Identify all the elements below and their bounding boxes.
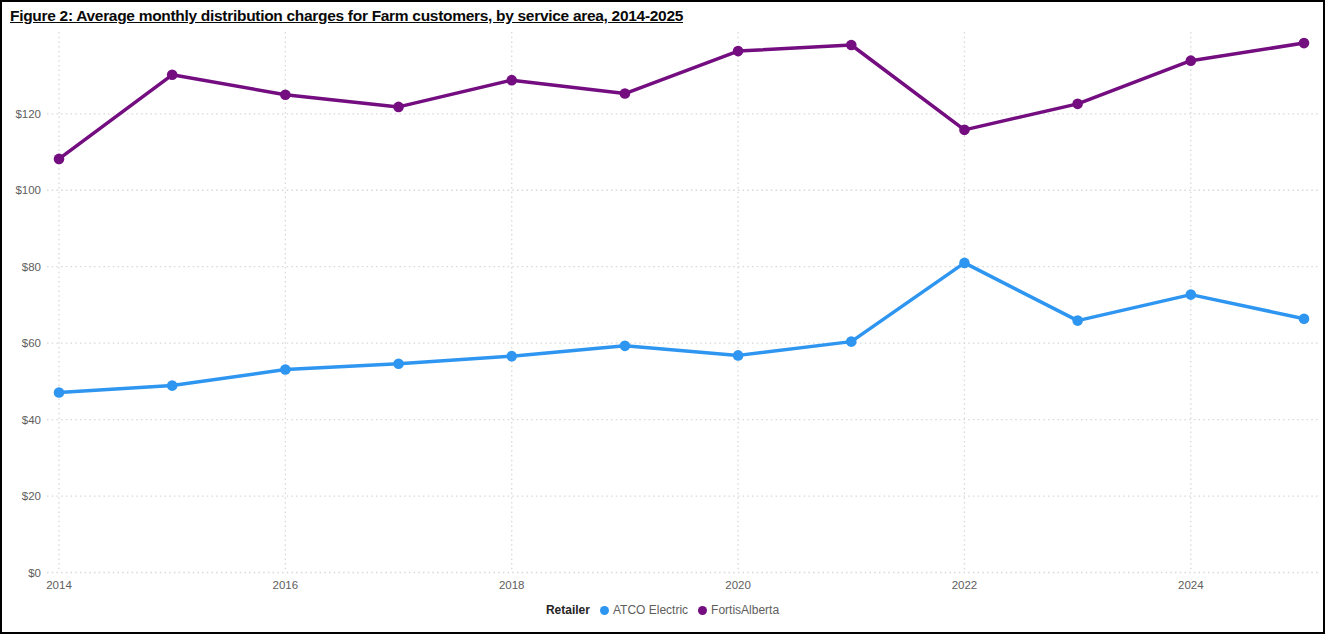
y-tick-label: $0	[28, 567, 41, 579]
figure-title: Figure 2: Average monthly distribution c…	[10, 7, 683, 25]
series-line-fortisalberta	[59, 43, 1304, 159]
data-point-atco-electric-2021[interactable]	[846, 336, 857, 347]
legend-title: Retailer	[546, 603, 590, 617]
data-point-atco-electric-2024[interactable]	[1186, 289, 1197, 300]
data-point-fortisalberta-2025[interactable]	[1299, 38, 1310, 49]
y-tick-label: $80	[22, 261, 41, 273]
legend-label: FortisAlberta	[711, 603, 779, 617]
x-tick-label: 2014	[46, 579, 72, 591]
x-tick-label: 2024	[1178, 579, 1204, 591]
legend-swatch-atco-electric	[600, 606, 609, 615]
data-point-atco-electric-2014[interactable]	[54, 387, 65, 398]
data-point-atco-electric-2025[interactable]	[1299, 313, 1310, 324]
data-point-fortisalberta-2017[interactable]	[393, 102, 404, 113]
data-point-fortisalberta-2014[interactable]	[54, 154, 65, 165]
x-tick-label: 2018	[499, 579, 525, 591]
chart-svg: $0 $20 $40 $60 $80 $100 $120 2014 2016 2018 2020 20…	[2, 2, 1325, 634]
legend-label: ATCO Electric	[613, 603, 688, 617]
data-point-atco-electric-2022[interactable]	[959, 258, 970, 269]
y-tick-label: $60	[22, 337, 41, 349]
data-point-fortisalberta-2016[interactable]	[280, 89, 291, 100]
data-point-atco-electric-2023[interactable]	[1072, 315, 1083, 326]
data-point-fortisalberta-2024[interactable]	[1186, 55, 1197, 66]
data-point-fortisalberta-2020[interactable]	[733, 46, 744, 57]
chart-legend: Retailer ATCO Electric FortisAlberta	[2, 601, 1323, 619]
x-tick-label: 2016	[273, 579, 299, 591]
data-point-atco-electric-2015[interactable]	[167, 380, 178, 391]
data-point-atco-electric-2020[interactable]	[733, 350, 744, 361]
legend-items: ATCO Electric FortisAlberta	[600, 603, 779, 617]
data-point-fortisalberta-2019[interactable]	[620, 88, 631, 99]
data-point-fortisalberta-2023[interactable]	[1072, 99, 1083, 110]
data-point-atco-electric-2017[interactable]	[393, 358, 404, 369]
y-tick-label: $40	[22, 414, 41, 426]
data-point-fortisalberta-2018[interactable]	[506, 75, 517, 86]
series-line-atco-electric	[59, 263, 1304, 393]
legend-item-fortisalberta[interactable]: FortisAlberta	[698, 603, 779, 617]
legend-item-atco-electric[interactable]: ATCO Electric	[600, 603, 688, 617]
data-point-atco-electric-2016[interactable]	[280, 364, 291, 375]
x-tick-label: 2022	[952, 579, 978, 591]
data-point-fortisalberta-2021[interactable]	[846, 40, 857, 51]
legend-swatch-fortisalberta	[698, 606, 707, 615]
y-tick-label: $100	[15, 184, 41, 196]
data-point-atco-electric-2018[interactable]	[506, 351, 517, 362]
y-tick-label: $120	[15, 108, 41, 120]
x-tick-label: 2020	[725, 579, 751, 591]
data-point-fortisalberta-2022[interactable]	[959, 125, 970, 136]
y-tick-label: $20	[22, 490, 41, 502]
figure-frame: Figure 2: Average monthly distribution c…	[0, 0, 1325, 634]
data-point-atco-electric-2019[interactable]	[620, 341, 631, 352]
data-point-fortisalberta-2015[interactable]	[167, 70, 178, 81]
